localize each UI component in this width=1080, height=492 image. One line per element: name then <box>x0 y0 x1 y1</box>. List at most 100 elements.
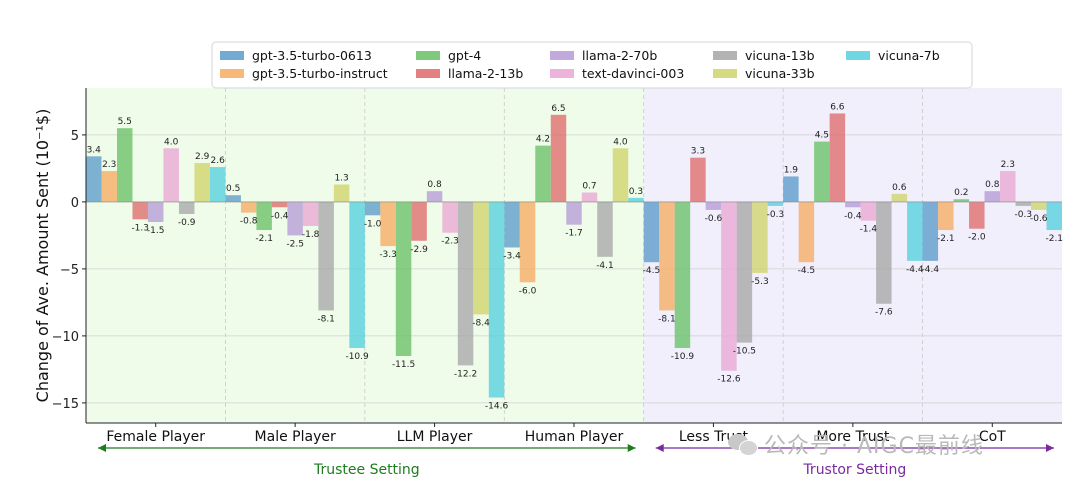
bar <box>194 163 210 202</box>
data-label: -8.4 <box>472 318 490 328</box>
data-label: -3.3 <box>379 250 397 260</box>
watermark-text: 公众号 · AIGC最前线 <box>764 434 984 459</box>
data-label: -1.7 <box>565 229 583 239</box>
data-label: -2.1 <box>937 234 955 244</box>
legend-label: text-davinci-003 <box>582 66 684 81</box>
bar <box>318 201 334 311</box>
data-label: -0.9 <box>178 218 196 228</box>
data-label: 2.3 <box>102 160 116 170</box>
bar <box>938 201 954 231</box>
data-label: 4.0 <box>613 137 628 147</box>
legend-label: llama-2-70b <box>582 48 657 63</box>
data-label: -0.4 <box>844 211 862 221</box>
data-label: -2.1 <box>1045 234 1063 244</box>
bar <box>550 114 567 202</box>
legend-swatch <box>846 51 870 60</box>
data-label: 0.5 <box>226 184 240 194</box>
bar <box>752 201 768 273</box>
bar <box>271 201 288 208</box>
bar <box>86 156 102 202</box>
bar <box>705 201 722 210</box>
bar <box>349 201 365 348</box>
bar <box>225 195 241 202</box>
wechat-logo-icon <box>728 432 758 456</box>
data-label: -1.8 <box>302 230 320 240</box>
legend-label: gpt-4 <box>448 48 481 63</box>
bar <box>798 201 815 263</box>
bar <box>581 192 598 202</box>
bar <box>1031 201 1047 210</box>
bar <box>116 128 133 202</box>
data-label: -1.5 <box>147 226 165 236</box>
bar <box>984 191 1001 202</box>
data-label: 4.2 <box>536 135 550 145</box>
data-label: 2.6 <box>211 156 226 166</box>
x-tick-label: Female Player <box>106 429 205 445</box>
data-label: -0.3 <box>767 210 785 220</box>
bar <box>907 201 923 261</box>
x-tick-label: LLM Player <box>397 429 473 445</box>
bar <box>566 201 582 225</box>
legend-label: vicuna-7b <box>878 48 940 63</box>
bar <box>721 201 737 371</box>
bar <box>736 201 753 343</box>
data-label: -10.9 <box>671 352 695 362</box>
data-label: 3.4 <box>87 145 102 155</box>
bar <box>364 201 381 216</box>
legend-swatch <box>550 69 574 78</box>
bar <box>674 201 691 348</box>
data-label: -2.3 <box>441 237 459 247</box>
bar <box>597 201 613 257</box>
bar <box>922 201 939 261</box>
group-arrow-head-right <box>1046 444 1054 452</box>
legend-swatch <box>713 51 737 60</box>
bar <box>457 201 474 366</box>
legend-swatch <box>416 69 440 78</box>
legend-swatch <box>416 51 440 60</box>
data-label: -4.1 <box>596 261 614 271</box>
y-tick-label: 0 <box>71 196 79 211</box>
data-label: 1.9 <box>784 165 799 175</box>
bar <box>302 201 319 227</box>
bar <box>969 201 985 229</box>
x-tick-label: CoT <box>979 429 1006 445</box>
data-label: -5.3 <box>751 277 769 287</box>
data-label: -4.4 <box>922 265 940 275</box>
group-label: Trustor Setting <box>802 462 906 478</box>
bar <box>845 201 861 208</box>
group-arrow-head-left <box>98 444 106 452</box>
group-background-1 <box>643 88 1062 423</box>
bar <box>395 201 412 356</box>
bar <box>504 201 520 248</box>
bar <box>829 113 846 202</box>
bar <box>767 201 784 206</box>
bar <box>442 201 458 233</box>
data-label: -0.8 <box>240 217 258 227</box>
bar <box>659 201 675 311</box>
bar <box>256 201 272 231</box>
data-label: -8.1 <box>317 314 335 324</box>
bar <box>628 197 644 202</box>
data-label: 0.8 <box>427 180 442 190</box>
data-label: 2.3 <box>1001 160 1015 170</box>
data-label: 6.5 <box>551 104 565 114</box>
data-label: -12.2 <box>454 369 477 379</box>
bar <box>426 191 443 202</box>
legend-label: llama-2-13b <box>448 66 523 81</box>
group-arrow-head-right <box>627 444 636 452</box>
data-label: -6.0 <box>519 286 537 296</box>
data-label: -0.6 <box>705 214 723 224</box>
bar <box>287 201 303 236</box>
bar <box>209 167 226 202</box>
data-label: -0.4 <box>271 211 289 221</box>
bar <box>101 171 117 202</box>
data-label: -2.1 <box>255 234 273 244</box>
data-label: -10.5 <box>733 347 756 357</box>
legend-swatch <box>220 69 244 78</box>
bar <box>132 201 148 220</box>
bar <box>690 157 706 202</box>
bar <box>240 201 257 213</box>
bar <box>876 201 892 304</box>
data-label: -11.5 <box>392 360 415 370</box>
